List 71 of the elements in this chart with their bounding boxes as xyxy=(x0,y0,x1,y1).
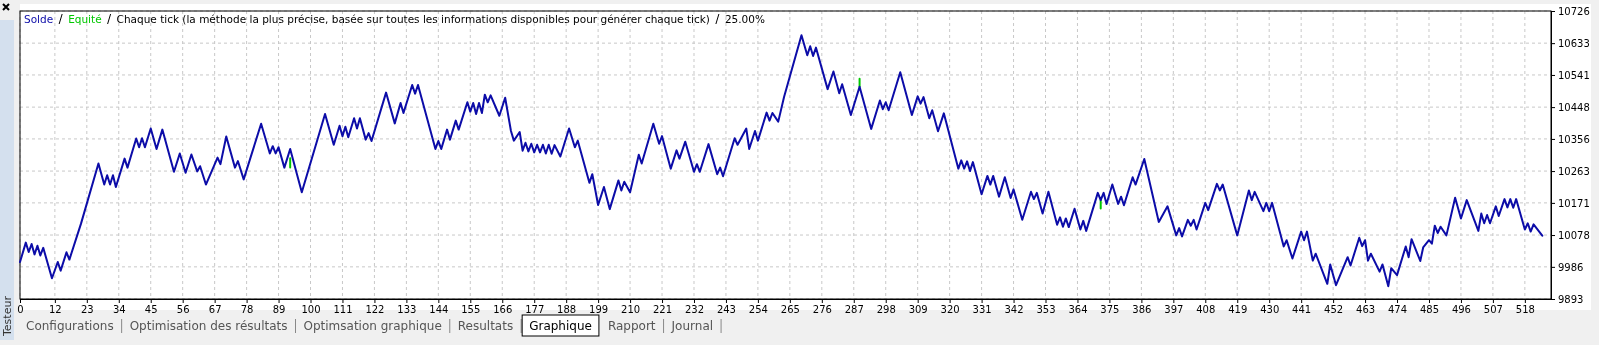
x-tick-label: 331 xyxy=(972,304,992,316)
x-tick-label: 463 xyxy=(1356,304,1376,316)
y-tick-label: 10448 xyxy=(1558,101,1590,113)
x-tick-label: 199 xyxy=(589,304,609,316)
x-tick-label: 23 xyxy=(80,304,94,316)
x-tick-label: 45 xyxy=(144,304,158,316)
x-tick-label: 111 xyxy=(333,304,353,316)
text: Solde xyxy=(24,13,54,25)
x-tick-label: 507 xyxy=(1483,304,1503,316)
y-tick-label: 10633 xyxy=(1558,37,1590,49)
x-tick-label: 56 xyxy=(176,304,190,316)
x-tick-label: 12 xyxy=(48,304,62,316)
y-tick-label: 10078 xyxy=(1558,229,1590,241)
x-tick-label: 254 xyxy=(748,304,768,316)
x-tick-label: 221 xyxy=(652,304,673,316)
x-tick-label: 496 xyxy=(1451,304,1471,316)
text: Optimisation des résultats xyxy=(129,319,288,333)
x-tick-label: 353 xyxy=(1036,304,1056,316)
x-tick-label: 78 xyxy=(240,304,254,316)
x-tick-label: 0 xyxy=(17,304,24,316)
x-tick-label: 342 xyxy=(1004,304,1024,316)
text: Graphique xyxy=(529,319,592,333)
x-tick-label: 309 xyxy=(908,304,928,316)
x-tick-label: 364 xyxy=(1068,304,1088,316)
x-tick-label: 265 xyxy=(780,304,800,316)
x-tick-label: 34 xyxy=(112,304,126,316)
x-tick-label: 485 xyxy=(1419,304,1440,316)
y-tick-label: 10541 xyxy=(1558,69,1590,81)
x-tick-label: 452 xyxy=(1324,304,1344,316)
x-tick-label: 276 xyxy=(812,304,832,316)
x-tick-label: 386 xyxy=(1132,304,1152,316)
x-tick-label: 441 xyxy=(1292,304,1312,316)
annotation: 25.00% xyxy=(724,13,765,25)
x-tick-label: 408 xyxy=(1196,304,1216,316)
x-tick-label: 122 xyxy=(365,304,385,316)
x-tick-label: 100 xyxy=(301,304,321,316)
x-tick-label: 397 xyxy=(1164,304,1184,316)
x-tick-label: 518 xyxy=(1515,304,1535,316)
text: Journal xyxy=(670,319,714,333)
y-tick-label: 10263 xyxy=(1558,165,1590,177)
x-tick-label: 133 xyxy=(397,304,417,316)
y-tick-label: 9893 xyxy=(1558,293,1584,305)
x-tick-label: 419 xyxy=(1228,304,1248,316)
text: Equité xyxy=(68,13,102,25)
x-tick-label: 89 xyxy=(272,304,286,316)
x-tick-label: 474 xyxy=(1387,304,1408,316)
y-tick-label: 9986 xyxy=(1558,261,1584,273)
text: Resultats xyxy=(457,319,514,333)
y-tick-label: 10356 xyxy=(1558,133,1590,145)
y-tick-label: 10171 xyxy=(1558,197,1590,209)
text: Rapport xyxy=(607,319,656,333)
x-tick-label: 298 xyxy=(876,304,896,316)
text: Optimsation graphique xyxy=(303,319,442,333)
chart-title: Chaque tick (la méthode la plus précise, basée sur toutes les informations disponibles pour générer chaque tick) xyxy=(116,13,710,25)
x-tick-label: 155 xyxy=(461,304,481,316)
text: Testeur xyxy=(1,295,14,337)
x-tick-label: 287 xyxy=(844,304,864,316)
y-tick-label: 10726 xyxy=(1558,5,1590,17)
x-tick-label: 232 xyxy=(684,304,705,316)
x-tick-label: 166 xyxy=(493,304,513,316)
x-tick-label: 375 xyxy=(1100,304,1120,316)
x-tick-label: 67 xyxy=(208,304,222,316)
x-tick-label: 210 xyxy=(621,304,641,316)
x-tick-label: 430 xyxy=(1260,304,1280,316)
line-series xyxy=(19,34,1544,288)
text: Configurations xyxy=(26,319,114,333)
x-tick-label: 144 xyxy=(429,304,449,316)
x-tick-label: 188 xyxy=(557,304,577,316)
x-tick-label: 320 xyxy=(940,304,960,316)
x-tick-label: 177 xyxy=(525,304,545,316)
x-tick-label: 243 xyxy=(716,304,736,316)
